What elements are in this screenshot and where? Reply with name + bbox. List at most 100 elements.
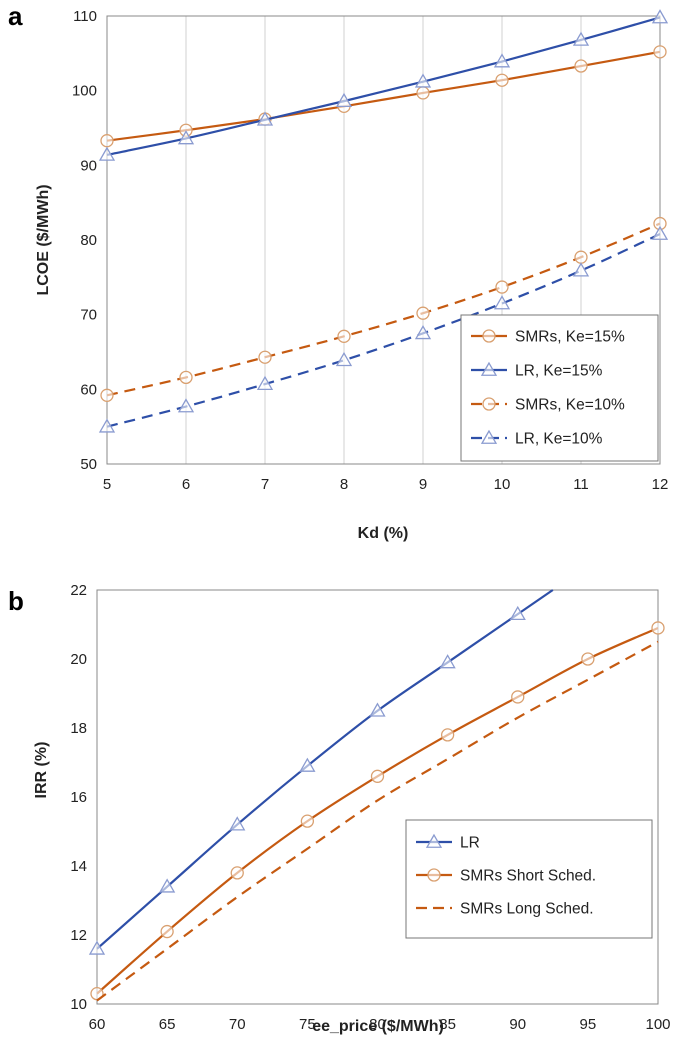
data-point	[414, 325, 432, 340]
series-smrs-long-sched-	[96, 640, 659, 1002]
panel-b-chart: b 10 12 14 16 18 20 22 60 65 70 75 80 85 90 95 100 IRR…	[8, 582, 671, 1035]
series-lr	[88, 589, 554, 955]
x-tick-label: 60	[89, 1016, 106, 1033]
data-point	[100, 388, 114, 402]
legend-item: SMRs, Ke=15%	[471, 329, 625, 346]
y-tick-label: 12	[70, 927, 87, 944]
data-point	[653, 45, 667, 59]
y-tick-label: 16	[70, 789, 87, 806]
series-line	[96, 589, 554, 950]
data-point	[177, 398, 195, 413]
data-point	[98, 418, 116, 433]
data-point	[572, 31, 590, 46]
x-tick-label: 9	[419, 476, 427, 493]
data-point	[300, 814, 315, 828]
y-tick-label: 50	[80, 456, 97, 473]
panel-b-legend: LR SMRs Short Sched. SMRs Long Sched.	[405, 819, 653, 939]
x-tick-label: 65	[159, 1016, 176, 1033]
legend-item: SMRs, Ke=10%	[471, 397, 625, 414]
data-point	[416, 306, 430, 320]
data-point	[414, 73, 432, 88]
x-tick-label: 12	[652, 476, 669, 493]
data-point	[160, 924, 174, 939]
legend-label: LR, Ke=15%	[515, 363, 603, 380]
data-point	[98, 146, 116, 161]
data-point	[88, 940, 106, 955]
legend-label: SMRs, Ke=10%	[515, 397, 625, 414]
data-point	[493, 53, 511, 68]
data-point	[440, 728, 455, 742]
series-line	[106, 16, 661, 156]
y-tick-label: 18	[70, 720, 87, 737]
data-point	[509, 605, 526, 621]
legend-label: LR, Ke=10%	[515, 431, 603, 448]
data-point	[439, 654, 456, 669]
data-point	[179, 370, 193, 385]
x-tick-label: 8	[340, 476, 348, 493]
data-point	[335, 92, 353, 108]
x-tick-label: 95	[580, 1016, 597, 1033]
series-line	[106, 233, 661, 428]
data-point	[651, 225, 669, 240]
y-tick-label: 90	[80, 157, 97, 174]
data-point	[370, 769, 385, 783]
legend-marker	[480, 361, 498, 376]
data-point	[256, 111, 274, 126]
x-tick-label: 70	[229, 1016, 246, 1033]
panel-b-y-ticks: 10 12 14 16 18 20 22	[70, 582, 87, 1013]
x-tick-label: 90	[509, 1016, 526, 1033]
data-point	[574, 250, 588, 264]
x-tick-label: 11	[573, 476, 589, 493]
legend-item: LR	[416, 833, 480, 852]
panel-b-series-group	[88, 589, 665, 1002]
legend-item: SMRs Long Sched.	[416, 901, 594, 918]
data-point	[100, 134, 114, 148]
panel-a-x-ticks: 5 6 7 8 9 10 11 12	[103, 476, 669, 493]
legend-marker	[482, 329, 496, 343]
legend-marker	[425, 833, 443, 848]
legend-label: SMRs Long Sched.	[460, 901, 594, 918]
series-line	[106, 50, 661, 142]
y-tick-label: 20	[70, 651, 87, 668]
series-lr-ke-15-	[98, 9, 669, 161]
y-tick-label: 70	[80, 307, 97, 324]
panel-a-y-ticks: 50 60 70 80 90 100 110	[72, 8, 97, 473]
panel-a-chart: a 50 60 70 80 90 100 110 5 6 7 8 9 10 11 12 LCOE ($/M…	[8, 1, 668, 542]
data-point	[159, 878, 176, 893]
data-point	[230, 866, 244, 880]
x-tick-label: 85	[439, 1016, 456, 1033]
legend-marker	[480, 429, 498, 444]
panel-a-legend: SMRs, Ke=15% LR, Ke=15% SMRs, Ke=10% LR, Ke…	[460, 314, 659, 462]
panel-b-y-axis-title: IRR (%)	[33, 742, 50, 799]
legend-item: LR, Ke=10%	[471, 429, 603, 448]
data-point	[258, 350, 272, 364]
series-smrs-ke-10-	[100, 216, 667, 402]
x-tick-label: 75	[299, 1016, 316, 1033]
data-point	[177, 130, 195, 145]
data-point	[335, 351, 353, 367]
data-point	[369, 702, 386, 717]
data-point	[581, 652, 595, 666]
data-point	[651, 9, 669, 24]
y-tick-label: 110	[73, 8, 97, 25]
x-tick-label: 100	[645, 1016, 670, 1033]
panel-b-x-axis-title: ee_price ($/MWh)	[312, 1018, 444, 1035]
data-point	[256, 375, 274, 391]
legend-box	[405, 819, 653, 939]
data-point	[337, 329, 351, 343]
panel-a-series-group	[98, 9, 669, 433]
panel-a-y-axis-title: LCOE ($/MWh)	[35, 184, 52, 295]
panel-b-plot-area	[96, 589, 659, 1005]
legend-item: LR, Ke=15%	[471, 361, 603, 380]
data-point	[651, 621, 665, 635]
x-tick-label: 7	[261, 476, 269, 493]
series-line	[96, 626, 659, 995]
x-tick-label: 80	[369, 1016, 386, 1033]
data-point	[495, 280, 509, 294]
legend-label: SMRs Short Sched.	[460, 868, 596, 885]
data-point	[572, 262, 590, 277]
y-tick-label: 14	[70, 858, 87, 875]
legend-item: SMRs Short Sched.	[416, 868, 596, 885]
data-point	[511, 690, 525, 704]
